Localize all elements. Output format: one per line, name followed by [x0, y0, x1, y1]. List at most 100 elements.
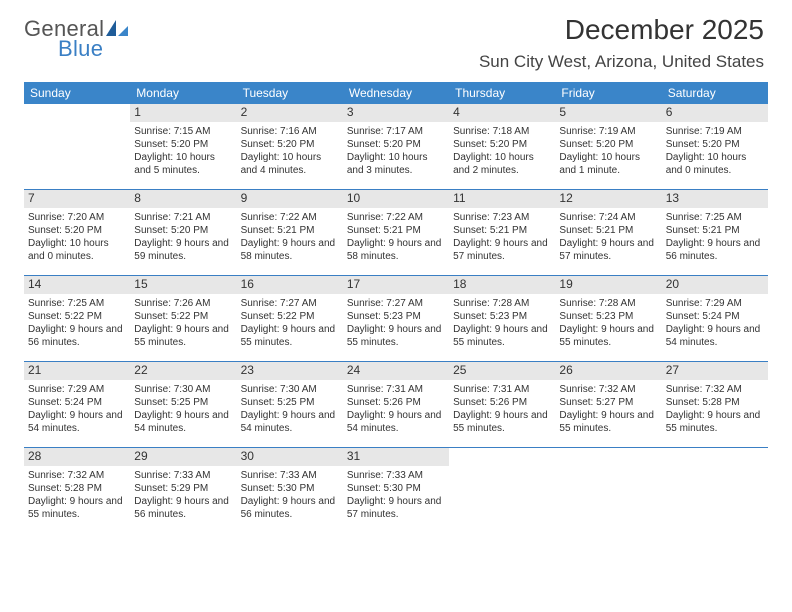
calendar-day-cell: 8Sunrise: 7:21 AMSunset: 5:20 PMDaylight…: [130, 190, 236, 276]
sunset-text: Sunset: 5:20 PM: [666, 138, 764, 151]
calendar-day-cell: 17Sunrise: 7:27 AMSunset: 5:23 PMDayligh…: [343, 276, 449, 362]
day-number: 31: [343, 448, 449, 466]
sunrise-text: Sunrise: 7:20 AM: [28, 211, 126, 224]
day-number: 15: [130, 276, 236, 294]
daylight-text: Daylight: 9 hours and 57 minutes.: [559, 237, 657, 263]
sunrise-text: Sunrise: 7:19 AM: [559, 125, 657, 138]
calendar-day-cell: [555, 448, 661, 534]
sunset-text: Sunset: 5:20 PM: [241, 138, 339, 151]
day-number: 8: [130, 190, 236, 208]
daylight-text: Daylight: 9 hours and 56 minutes.: [666, 237, 764, 263]
day-number: 20: [662, 276, 768, 294]
calendar-day-cell: 4Sunrise: 7:18 AMSunset: 5:20 PMDaylight…: [449, 104, 555, 190]
calendar-day-cell: 2Sunrise: 7:16 AMSunset: 5:20 PMDaylight…: [237, 104, 343, 190]
calendar-day-cell: 28Sunrise: 7:32 AMSunset: 5:28 PMDayligh…: [24, 448, 130, 534]
sunrise-text: Sunrise: 7:30 AM: [241, 383, 339, 396]
daylight-text: Daylight: 9 hours and 54 minutes.: [347, 409, 445, 435]
sunset-text: Sunset: 5:22 PM: [134, 310, 232, 323]
calendar-day-cell: 29Sunrise: 7:33 AMSunset: 5:29 PMDayligh…: [130, 448, 236, 534]
day-number: 21: [24, 362, 130, 380]
day-number: 4: [449, 104, 555, 122]
weekday-header: Sunday: [24, 82, 130, 104]
day-number: 12: [555, 190, 661, 208]
daylight-text: Daylight: 10 hours and 1 minute.: [559, 151, 657, 177]
daylight-text: Daylight: 9 hours and 55 minutes.: [241, 323, 339, 349]
day-number: 22: [130, 362, 236, 380]
calendar-table: SundayMondayTuesdayWednesdayThursdayFrid…: [24, 82, 768, 533]
day-number: 9: [237, 190, 343, 208]
day-number: 10: [343, 190, 449, 208]
sunrise-text: Sunrise: 7:17 AM: [347, 125, 445, 138]
logo-text-blue: Blue: [58, 36, 103, 61]
daylight-text: Daylight: 10 hours and 5 minutes.: [134, 151, 232, 177]
daylight-text: Daylight: 10 hours and 3 minutes.: [347, 151, 445, 177]
sunrise-text: Sunrise: 7:29 AM: [28, 383, 126, 396]
calendar-day-cell: 21 Sunrise: 7:29 AMSunset: 5:24 PMDayligh…: [24, 362, 130, 448]
calendar-day-cell: 14Sunrise: 7:25 AMSunset: 5:22 PMDayligh…: [24, 276, 130, 362]
calendar-day-cell: 20Sunrise: 7:29 AMSunset: 5:24 PMDayligh…: [662, 276, 768, 362]
calendar-page: General Blue December 2025 Sun City West…: [0, 0, 792, 612]
sunset-text: Sunset: 5:24 PM: [666, 310, 764, 323]
daylight-text: Daylight: 10 hours and 2 minutes.: [453, 151, 551, 177]
calendar-day-cell: 9Sunrise: 7:22 AMSunset: 5:21 PMDaylight…: [237, 190, 343, 276]
sunrise-text: Sunrise: 7:26 AM: [134, 297, 232, 310]
calendar-day-cell: 19Sunrise: 7:28 AMSunset: 5:23 PMDayligh…: [555, 276, 661, 362]
sunrise-text: Sunrise: 7:27 AM: [241, 297, 339, 310]
daylight-text: Daylight: 9 hours and 55 minutes.: [453, 409, 551, 435]
sunrise-text: Sunrise: 7:31 AM: [347, 383, 445, 396]
daylight-text: Daylight: 10 hours and 4 minutes.: [241, 151, 339, 177]
day-number: 27: [662, 362, 768, 380]
sunset-text: Sunset: 5:28 PM: [666, 396, 764, 409]
sunset-text: Sunset: 5:27 PM: [559, 396, 657, 409]
sunset-text: Sunset: 5:21 PM: [241, 224, 339, 237]
calendar-day-cell: 23Sunrise: 7:30 AMSunset: 5:25 PMDayligh…: [237, 362, 343, 448]
daylight-text: Daylight: 10 hours and 0 minutes.: [28, 237, 126, 263]
calendar-day-cell: 1Sunrise: 7:15 AMSunset: 5:20 PMDaylight…: [130, 104, 236, 190]
sunset-text: Sunset: 5:24 PM: [28, 396, 126, 409]
calendar-week-row: 28Sunrise: 7:32 AMSunset: 5:28 PMDayligh…: [24, 448, 768, 534]
day-number: 29: [130, 448, 236, 466]
weekday-header: Wednesday: [343, 82, 449, 104]
sunset-text: Sunset: 5:29 PM: [134, 482, 232, 495]
sunset-text: Sunset: 5:25 PM: [241, 396, 339, 409]
daylight-text: Daylight: 9 hours and 56 minutes.: [134, 495, 232, 521]
location-subtitle: Sun City West, Arizona, United States: [479, 52, 764, 72]
daylight-text: Daylight: 9 hours and 55 minutes.: [666, 409, 764, 435]
daylight-text: Daylight: 9 hours and 56 minutes.: [28, 323, 126, 349]
daylight-text: Daylight: 9 hours and 54 minutes.: [28, 409, 126, 435]
sunset-text: Sunset: 5:21 PM: [666, 224, 764, 237]
sunset-text: Sunset: 5:21 PM: [559, 224, 657, 237]
daylight-text: Daylight: 9 hours and 56 minutes.: [241, 495, 339, 521]
sunset-text: Sunset: 5:26 PM: [453, 396, 551, 409]
calendar-day-cell: 10Sunrise: 7:22 AMSunset: 5:21 PMDayligh…: [343, 190, 449, 276]
calendar-week-row: 7Sunrise: 7:20 AMSunset: 5:20 PMDaylight…: [24, 190, 768, 276]
day-number: 16: [237, 276, 343, 294]
sunrise-text: Sunrise: 7:32 AM: [666, 383, 764, 396]
calendar-day-cell: 12 Sunrise: 7:24 AMSunset: 5:21 PMDayligh…: [555, 190, 661, 276]
day-number: 25: [449, 362, 555, 380]
sunset-text: Sunset: 5:20 PM: [28, 224, 126, 237]
daylight-text: Daylight: 9 hours and 55 minutes.: [134, 323, 232, 349]
calendar-day-cell: 24Sunrise: 7:31 AMSunset: 5:26 PMDayligh…: [343, 362, 449, 448]
calendar-day-cell: 13Sunrise: 7:25 AMSunset: 5:21 PMDayligh…: [662, 190, 768, 276]
sunrise-text: Sunrise: 7:33 AM: [241, 469, 339, 482]
daylight-text: Daylight: 9 hours and 54 minutes.: [134, 409, 232, 435]
sunset-text: Sunset: 5:22 PM: [28, 310, 126, 323]
calendar-day-cell: 26Sunrise: 7:32 AMSunset: 5:27 PMDayligh…: [555, 362, 661, 448]
sunset-text: Sunset: 5:20 PM: [453, 138, 551, 151]
weekday-header: Monday: [130, 82, 236, 104]
day-number: 14: [24, 276, 130, 294]
calendar-day-cell: [24, 104, 130, 190]
calendar-day-cell: 30Sunrise: 7:33 AMSunset: 5:30 PMDayligh…: [237, 448, 343, 534]
day-number: 18: [449, 276, 555, 294]
sunrise-text: Sunrise: 7:33 AM: [347, 469, 445, 482]
day-number: 24: [343, 362, 449, 380]
sunrise-text: Sunrise: 7:28 AM: [559, 297, 657, 310]
calendar-week-row: 14Sunrise: 7:25 AMSunset: 5:22 PMDayligh…: [24, 276, 768, 362]
sunrise-text: Sunrise: 7:24 AM: [559, 211, 657, 224]
daylight-text: Daylight: 9 hours and 55 minutes.: [559, 409, 657, 435]
sunset-text: Sunset: 5:23 PM: [559, 310, 657, 323]
sunset-text: Sunset: 5:23 PM: [453, 310, 551, 323]
calendar-day-cell: 16Sunrise: 7:27 AMSunset: 5:22 PMDayligh…: [237, 276, 343, 362]
weekday-header: Tuesday: [237, 82, 343, 104]
